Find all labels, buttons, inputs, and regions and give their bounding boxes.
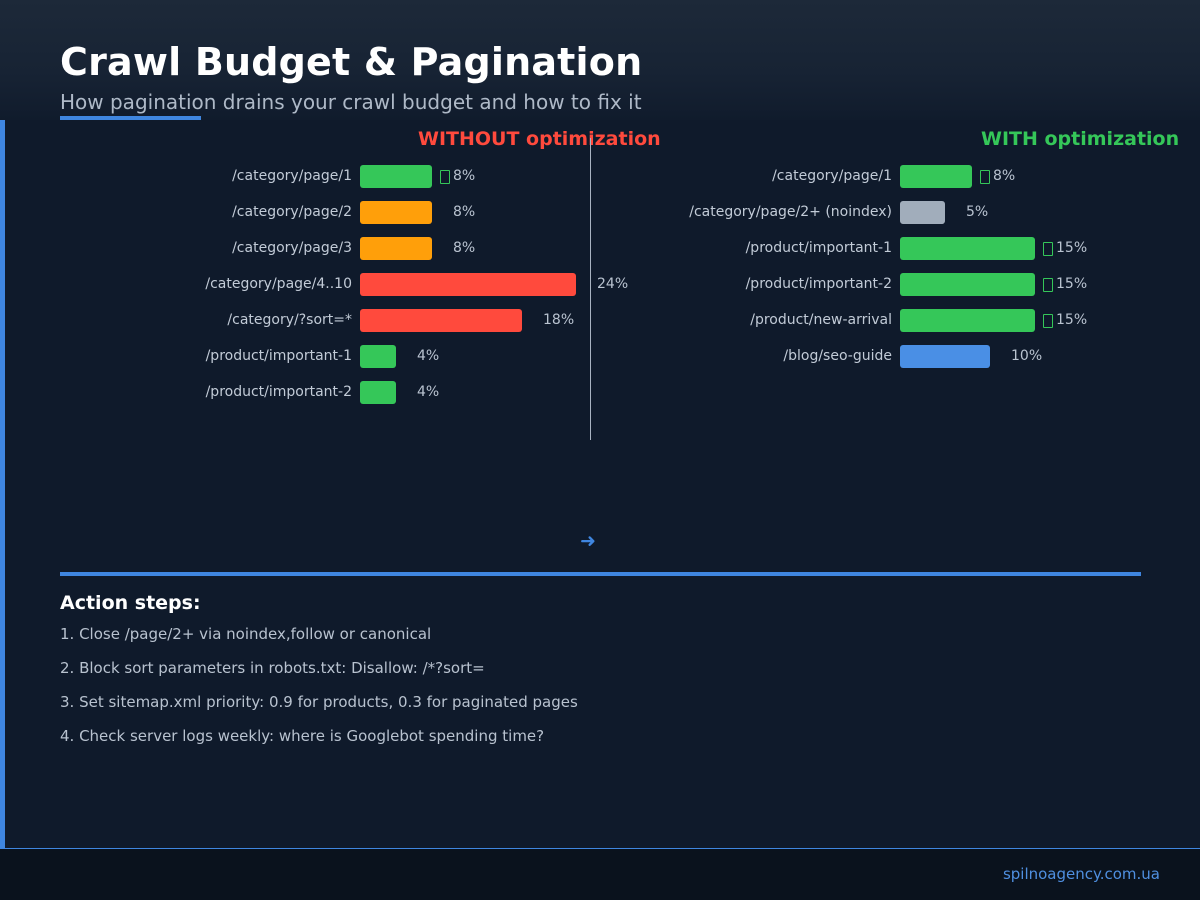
bar: [360, 273, 576, 296]
action-step-3: 3. Set sitemap.xml priority: 0.9 for pro…: [60, 693, 578, 711]
bar-value-label: 24%: [597, 276, 629, 292]
bar: [900, 273, 1035, 296]
bar-category-label: /product/new-arrival: [750, 312, 892, 328]
page-subtitle: How pagination drains your crawl budget …: [60, 90, 642, 114]
footer-site-link[interactable]: spilnoagency.com.ua: [1002, 865, 1160, 883]
bar-value-label: 8%: [453, 204, 476, 220]
bar: [360, 201, 432, 224]
bar-category-label: /category/page/2+ (noindex): [689, 204, 892, 220]
bar-value-label: 8%: [453, 168, 476, 184]
bar-category-label: /blog/seo-guide: [783, 348, 892, 364]
check-icon: [1043, 242, 1053, 256]
check-icon: [980, 170, 990, 184]
left-accent-bar: [0, 120, 5, 848]
bar-value-label: 15%: [1056, 276, 1088, 292]
footer: spilnoagency.com.ua: [0, 848, 1200, 900]
bar: [360, 381, 396, 404]
chart-title-without: WITHOUT optimization: [418, 128, 661, 150]
check-icon: [1043, 314, 1053, 328]
bar: [360, 309, 522, 332]
action-step-4: 4. Check server logs weekly: where is Go…: [60, 727, 545, 745]
page-title: Crawl Budget & Pagination: [60, 40, 643, 84]
bar-category-label: /product/important-2: [745, 276, 892, 292]
section-divider: [60, 572, 1141, 576]
action-step-1: 1. Close /page/2+ via noindex,follow or …: [60, 625, 432, 643]
bar: [360, 345, 396, 368]
bar-category-label: /product/important-1: [205, 348, 352, 364]
bar: [900, 165, 972, 188]
bar-category-label: /category/page/2: [232, 204, 352, 220]
bar-value-label: 15%: [1056, 312, 1088, 328]
check-icon: [1043, 278, 1053, 292]
bar-value-label: 15%: [1056, 240, 1088, 256]
bar-value-label: 5%: [966, 204, 989, 220]
bar-value-label: 8%: [993, 168, 1016, 184]
bar: [360, 237, 432, 260]
bar: [360, 165, 432, 188]
bar-category-label: /category/page/1: [772, 168, 892, 184]
bar: [900, 345, 990, 368]
bar-category-label: /product/important-2: [205, 384, 352, 400]
bar: [900, 309, 1035, 332]
bar-value-label: 10%: [1011, 348, 1043, 364]
bar-value-label: 4%: [417, 384, 440, 400]
bar-category-label: /product/important-1: [745, 240, 892, 256]
action-steps-heading: Action steps:: [60, 592, 201, 614]
bar-category-label: /category/page/4..10: [205, 276, 352, 292]
subtitle-underline: [60, 116, 201, 120]
bar-category-label: /category/page/1: [232, 168, 352, 184]
chart-title-with: WITH optimization: [981, 128, 1180, 150]
bar-category-label: /category/?sort=*: [227, 312, 352, 328]
bar-category-label: /category/page/3: [232, 240, 352, 256]
action-step-2: 2. Block sort parameters in robots.txt: …: [60, 659, 485, 677]
bar: [900, 237, 1035, 260]
bar-value-label: 18%: [543, 312, 575, 328]
header-band: [0, 0, 1200, 120]
bar: [900, 201, 945, 224]
chart-divider: [590, 138, 591, 440]
bar-value-label: 8%: [453, 240, 476, 256]
check-icon: [440, 170, 450, 184]
arrow-right-icon: ➜: [580, 530, 596, 552]
bar-value-label: 4%: [417, 348, 440, 364]
